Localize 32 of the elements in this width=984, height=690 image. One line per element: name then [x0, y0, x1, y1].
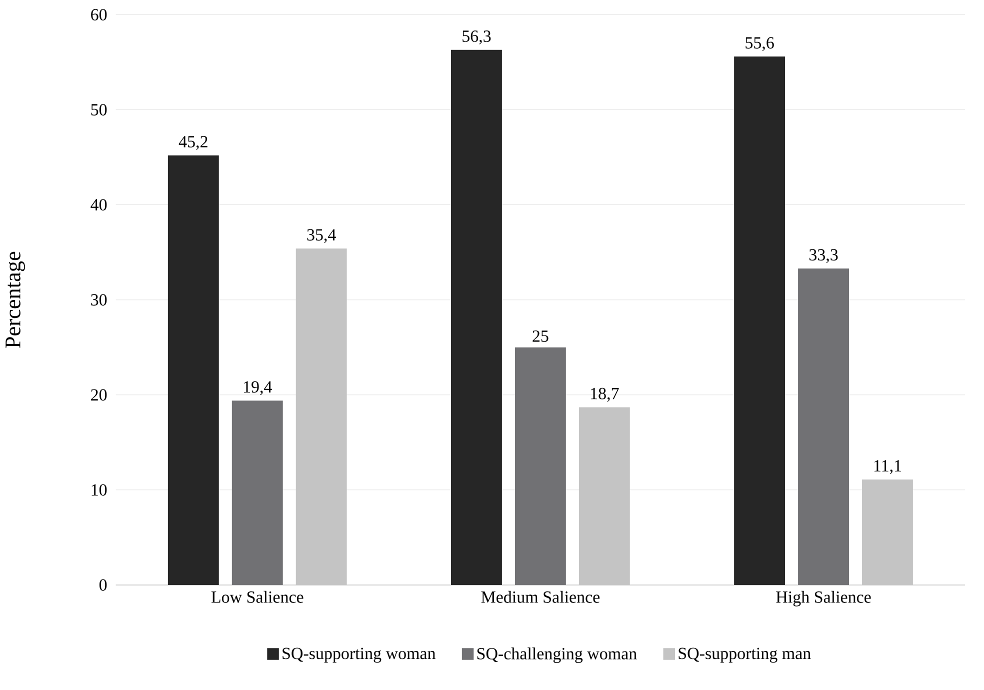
- y-axis-title: Percentage: [6, 252, 26, 348]
- y-tick-label: 40: [90, 199, 107, 211]
- bar: [734, 56, 786, 586]
- data-label: 55,6: [746, 37, 774, 52]
- bar: [578, 407, 630, 586]
- data-label: 18,7: [591, 388, 619, 402]
- bar: [232, 400, 283, 586]
- bar: [514, 347, 566, 586]
- y-tick-label: 20: [91, 389, 107, 401]
- data-label: 33,3: [809, 249, 838, 264]
- data-label: 25: [532, 330, 548, 342]
- y-tick-label: 60: [91, 9, 107, 21]
- y-tick-label: 50: [91, 104, 107, 116]
- y-tick-label: 10: [92, 484, 107, 496]
- x-tick-label: Low Salience: [211, 590, 304, 603]
- legend-label: SQ-challenging woman: [477, 648, 637, 664]
- bar: [862, 480, 913, 586]
- y-tick-label: 30: [91, 294, 107, 306]
- data-label: 11,1: [874, 460, 902, 474]
- x-tick-label: Medium Salience: [481, 590, 600, 603]
- bar: [798, 268, 849, 586]
- data-label: 56,3: [462, 30, 491, 44]
- y-tick-label: 0: [99, 579, 107, 591]
- x-tick-label: High Salience: [776, 590, 871, 606]
- bar: [168, 155, 219, 586]
- legend-label: SQ-supporting woman: [282, 648, 436, 663]
- bar: [296, 248, 347, 586]
- legend-label: SQ-supporting man: [678, 648, 811, 663]
- data-label: 19,4: [244, 381, 272, 396]
- data-label: 45,2: [178, 136, 208, 150]
- bar: [451, 50, 502, 586]
- data-label: 35,4: [307, 229, 336, 244]
